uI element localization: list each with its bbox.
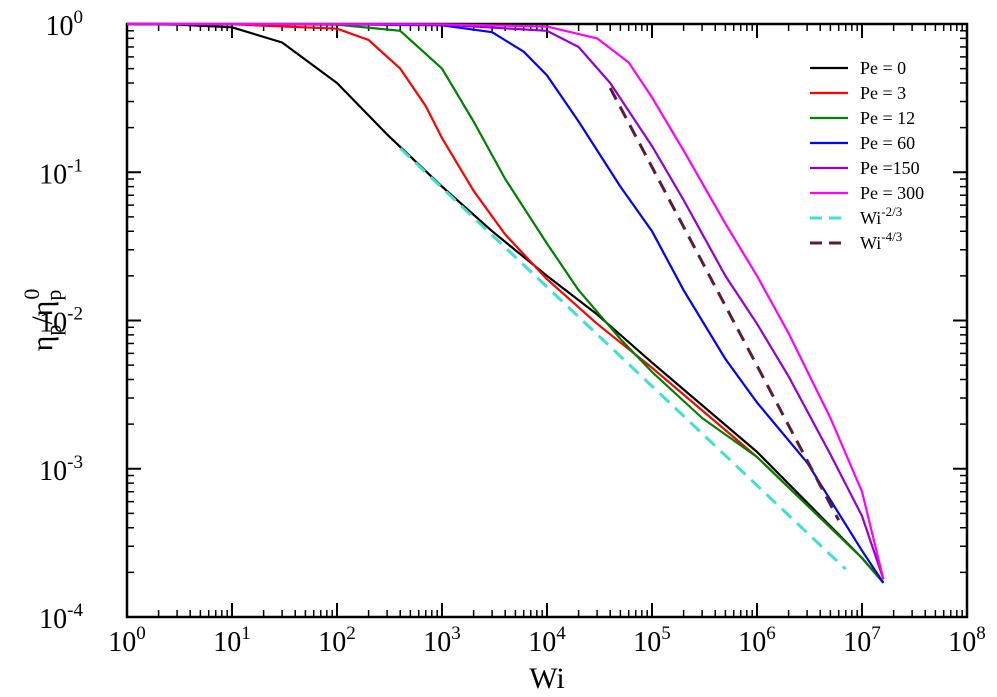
legend-label-0: Pe = 0 [860,58,906,78]
series-line-2 [126,22,885,584]
y-tick-label: 10-1 [39,155,83,190]
x-tick-label: 106 [738,623,776,658]
plot-frame [125,22,969,619]
series-line-3 [126,22,885,584]
x-tick-label: 107 [843,623,881,658]
y-tick-label: 10-4 [39,600,83,635]
x-tick-label: 102 [318,623,356,658]
x-axis-title: Wi [529,662,564,695]
series-line-7 [608,87,841,521]
y-tick-label: 10-2 [39,304,83,339]
legend-label-3: Pe = 60 [860,133,915,153]
legend-label-2: Pe = 12 [860,108,915,128]
series-lines [126,22,885,584]
x-tick-label: 108 [948,623,986,658]
legend: Pe = 0 Pe = 3 Pe = 12 Pe = 60 Pe =150 Pe = 30… [810,58,924,253]
series-line-1 [126,22,885,584]
legend-label-1: Pe = 3 [860,83,906,103]
legend-label-5: Pe = 300 [860,183,924,203]
tick-labels: 100 101 102 103 104 105 106 107 108 10-4 10-3 10-2 1… [39,7,986,658]
series-line-5 [126,22,885,580]
legend-label-7: Wi-4/3 [860,229,902,253]
legend-label-6: Wi-2/3 [860,204,902,228]
x-tick-label: 100 [108,623,146,658]
x-tick-label: 105 [633,623,671,658]
y-tick-label: 100 [46,7,84,42]
series-line-4 [126,22,885,580]
legend-label-4: Pe =150 [860,158,920,178]
x-tick-label: 103 [423,623,461,658]
axis-ticks [126,23,968,618]
series-line-0 [126,22,885,584]
x-tick-label: 104 [528,623,566,658]
y-axis-title: ηp/ηp0 [19,289,66,352]
series-line-6 [399,147,847,571]
x-tick-label: 101 [213,623,251,658]
y-tick-label: 10-3 [39,452,83,487]
